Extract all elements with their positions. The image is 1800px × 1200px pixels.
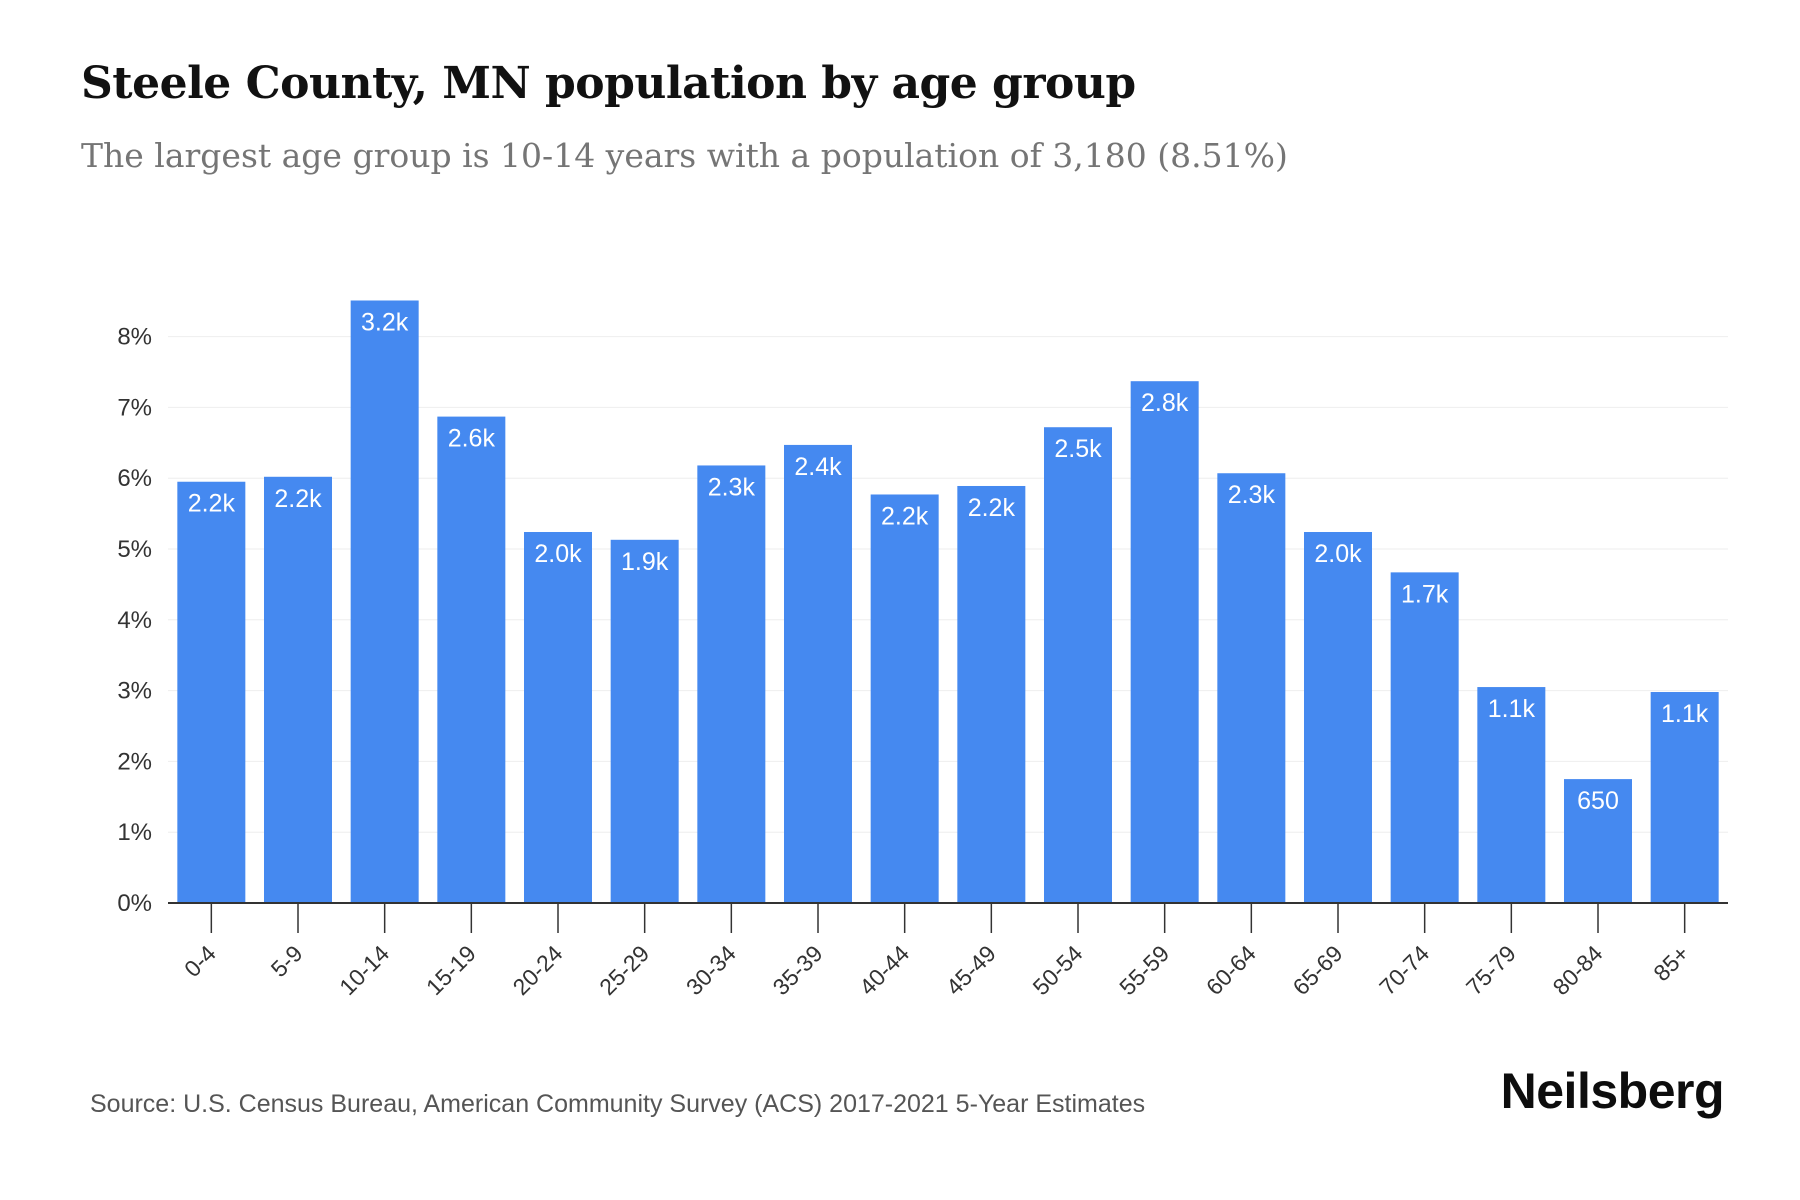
bar-55-59[interactable] [1130,381,1199,904]
bar-value-label: 1.9k [621,548,669,576]
bar-10-14[interactable] [350,300,419,903]
bar-75-79[interactable] [1477,687,1546,903]
bar-value-label: 3.2k [361,308,409,336]
x-tick-label: 50-54 [1028,940,1088,1000]
neilsberg-logo: Neilsberg [1500,1063,1725,1119]
x-tick-label: 55-59 [1114,940,1174,1000]
x-tick-label: 85+ [1648,940,1694,986]
y-tick-label: 0% [117,890,152,917]
bar-value-label: 2.8k [1141,389,1189,417]
bar-50-54[interactable] [1044,427,1112,903]
bar-value-label: 2.5k [1054,435,1102,463]
bar-45-49[interactable] [957,485,1026,903]
y-tick-label: 2% [117,748,152,775]
bar-value-label: 2.3k [708,473,756,501]
x-tick-label: 5-9 [266,940,308,982]
x-tick-label: 10-14 [334,940,394,1000]
bar-value-label: 2.2k [881,502,929,530]
bar-25-29[interactable] [610,539,679,903]
x-tick-label: 25-29 [594,940,654,1000]
y-tick-label: 5% [117,536,152,563]
bar-value-label: 2.2k [274,485,322,513]
y-tick-label: 4% [117,607,152,634]
x-tick-label: 30-34 [681,940,741,1000]
x-tick-label: 80-84 [1548,940,1608,1000]
y-tick-label: 7% [117,394,152,421]
bar-35-39[interactable] [784,444,852,903]
x-tick-label: 40-44 [854,940,914,1000]
chart-title: Steele County, MN population by age grou… [81,58,1136,109]
bar-15-19[interactable] [437,416,506,903]
bar-80-84[interactable] [1564,779,1632,903]
x-tick-label: 35-39 [768,940,828,1000]
x-tick-label: 65-69 [1288,940,1348,1000]
bar-60-64[interactable] [1217,473,1286,903]
x-tick-label: 45-49 [941,940,1001,1000]
bar-20-24[interactable] [524,532,592,903]
x-tick-label: 70-74 [1374,940,1434,1000]
bar-chart: 0% 1% 2% 3% 4% 5% 6% 7% 8% 2.2k 0-4 2.2k 5-9 3.2k 10-1… [117,300,1728,1000]
bar-value-label: 1.7k [1401,580,1449,608]
bar-85+[interactable] [1650,692,1719,903]
bar-value-label: 2.3k [1228,481,1276,509]
bar-value-label: 2.4k [794,453,842,481]
bar-value-label: 1.1k [1661,700,1709,728]
x-tick-label: 20-24 [508,940,568,1000]
bar-value-label: 650 [1577,787,1619,815]
x-tick-label: 15-19 [421,940,481,1000]
x-tick-label: 60-64 [1201,940,1261,1000]
bar-70-74[interactable] [1390,572,1459,903]
bar-value-label: 2.0k [534,540,582,568]
y-tick-label: 6% [117,465,152,492]
bar-0-4[interactable] [177,481,246,903]
bar-40-44[interactable] [870,494,939,903]
chart-subtitle: The largest age group is 10-14 years wit… [81,136,1288,175]
bar-30-34[interactable] [697,465,766,903]
y-tick-label: 3% [117,678,152,705]
source-note: Source: U.S. Census Bureau, American Com… [90,1090,1146,1118]
bar-5-9[interactable] [264,476,332,903]
y-tick-label: 8% [117,324,152,351]
y-tick-label: 1% [117,819,152,846]
bar-value-label: 2.0k [1314,540,1362,568]
bar-value-label: 2.6k [448,425,496,453]
bar-value-label: 1.1k [1488,695,1536,723]
bar-value-label: 2.2k [968,494,1016,522]
x-tick-label: 75-79 [1461,940,1521,1000]
bar-value-label: 2.2k [188,490,236,518]
bar-65-69[interactable] [1304,532,1372,903]
x-tick-label: 0-4 [179,940,221,982]
